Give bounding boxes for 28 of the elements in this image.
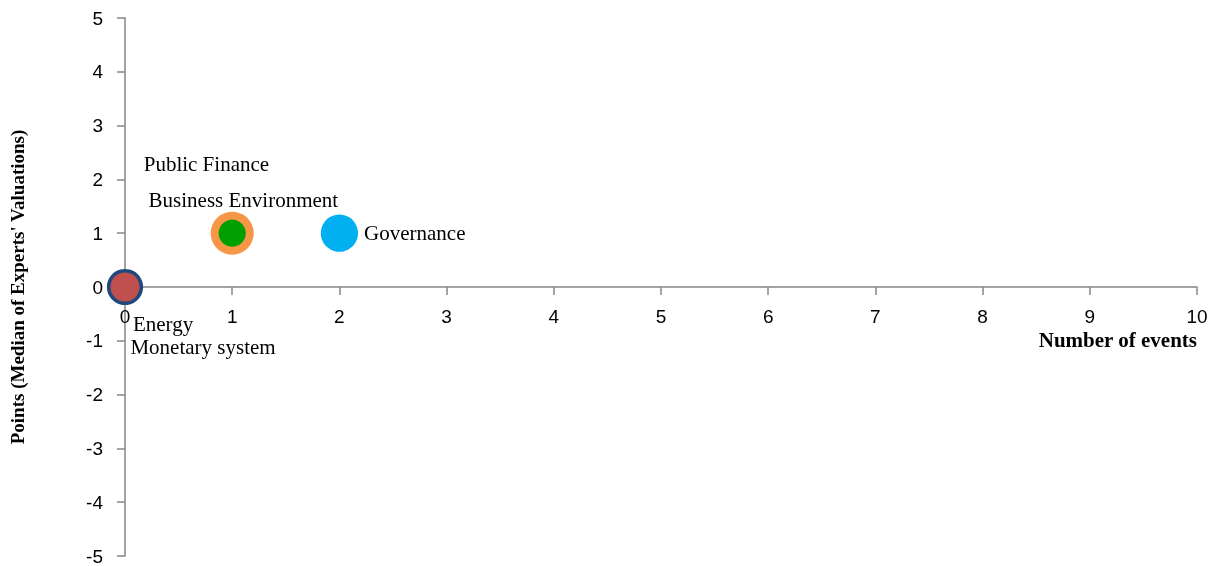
x-tick-label: 9 — [1084, 306, 1096, 327]
x-tick-label: 3 — [441, 306, 452, 327]
x-axis-title: Number of events — [1038, 327, 1197, 352]
text: Public Finance — [143, 152, 270, 177]
x-tick-label: 6 — [762, 306, 774, 327]
x-tick-label: 4 — [548, 306, 560, 327]
y-tick-label: 3 — [92, 115, 103, 137]
x-tick-label: 1 — [226, 306, 238, 327]
series-label: Energy — [132, 312, 194, 337]
y-tick-label: 1 — [92, 222, 103, 244]
series-label: Business Environment — [148, 188, 339, 213]
x-tick-label: 10 — [1186, 306, 1208, 327]
y-tick-label: 5 — [92, 7, 103, 29]
x-tick-label: 7 — [870, 306, 881, 327]
series-label: Governance — [364, 221, 466, 246]
y-tick-label: -4 — [86, 491, 104, 513]
x-tick-label: 0 — [119, 306, 131, 327]
y-tick-label: -2 — [86, 384, 103, 406]
y-tick-label: -1 — [86, 330, 103, 352]
y-tick-label: -3 — [86, 437, 103, 459]
x-tick-label: 8 — [977, 306, 988, 327]
y-tick-label: 2 — [92, 168, 103, 190]
y-tick-label: 0 — [92, 276, 103, 298]
y-tick-label: 4 — [92, 61, 104, 83]
x-tick-label: 2 — [334, 306, 345, 327]
x-tick-label: 5 — [655, 306, 667, 327]
y-axis-title: Points (Median of Experts' Valuations) — [7, 129, 29, 445]
y-tick-label: -5 — [86, 545, 103, 566]
